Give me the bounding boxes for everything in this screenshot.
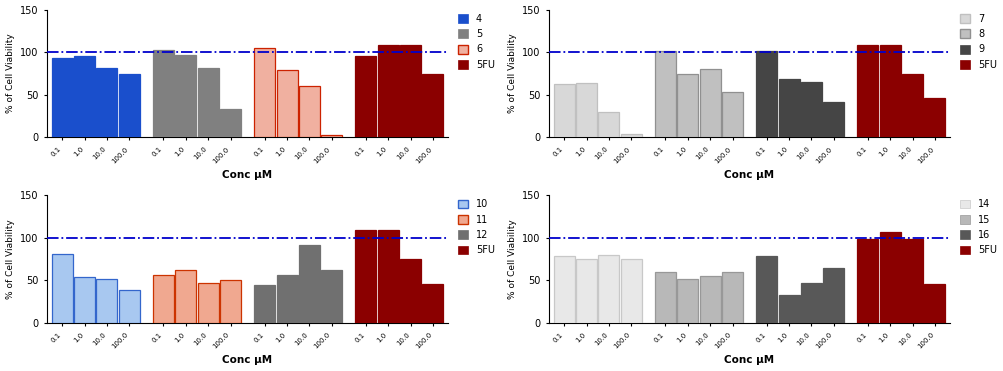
Bar xyxy=(422,73,443,138)
Bar xyxy=(254,285,275,323)
Bar xyxy=(654,272,675,323)
Bar xyxy=(598,255,619,323)
Bar xyxy=(901,239,922,323)
Bar xyxy=(399,45,420,138)
Bar xyxy=(924,98,945,138)
Bar xyxy=(118,73,139,138)
Bar xyxy=(152,50,174,138)
Y-axis label: % of Cell Viability: % of Cell Viability xyxy=(6,219,14,299)
Bar xyxy=(176,270,197,323)
X-axis label: Conc μM: Conc μM xyxy=(222,355,272,365)
Bar xyxy=(721,92,742,138)
Bar xyxy=(576,83,597,138)
Bar xyxy=(299,86,320,138)
Y-axis label: % of Cell Viability: % of Cell Viability xyxy=(508,219,516,299)
Bar xyxy=(176,55,197,138)
X-axis label: Conc μM: Conc μM xyxy=(723,170,773,180)
Bar xyxy=(52,254,72,323)
Bar xyxy=(254,48,275,138)
Bar xyxy=(901,73,922,138)
Bar xyxy=(777,295,798,323)
Bar xyxy=(321,270,342,323)
X-axis label: Conc μM: Conc μM xyxy=(723,355,773,365)
Bar xyxy=(857,239,878,323)
Bar xyxy=(654,51,675,138)
Bar xyxy=(355,56,376,138)
Bar xyxy=(377,45,398,138)
Bar xyxy=(276,70,297,138)
Bar xyxy=(355,230,376,323)
Bar xyxy=(822,267,844,323)
Legend: 14, 15, 16, 5FU: 14, 15, 16, 5FU xyxy=(958,197,998,257)
Bar xyxy=(52,58,72,138)
Bar xyxy=(800,82,821,138)
Y-axis label: % of Cell Viability: % of Cell Viability xyxy=(6,34,14,114)
Bar xyxy=(620,134,641,138)
Bar xyxy=(321,135,342,138)
Y-axis label: % of Cell Viability: % of Cell Viability xyxy=(508,34,516,114)
Legend: 10, 11, 12, 5FU: 10, 11, 12, 5FU xyxy=(456,197,496,257)
Bar xyxy=(198,68,219,138)
Bar xyxy=(74,277,95,323)
Bar xyxy=(422,284,443,323)
Bar xyxy=(554,84,574,138)
Bar xyxy=(879,232,900,323)
Bar xyxy=(699,69,720,138)
Bar xyxy=(721,272,742,323)
Bar xyxy=(857,45,878,138)
Bar xyxy=(924,284,945,323)
Bar xyxy=(598,112,619,138)
Bar xyxy=(74,56,95,138)
X-axis label: Conc μM: Conc μM xyxy=(222,170,272,180)
Bar xyxy=(96,279,117,323)
Bar xyxy=(276,275,297,323)
Bar xyxy=(879,45,900,138)
Bar xyxy=(152,275,174,323)
Bar xyxy=(620,259,641,323)
Legend: 4, 5, 6, 5FU: 4, 5, 6, 5FU xyxy=(456,12,496,72)
Bar xyxy=(755,256,776,323)
Bar xyxy=(677,73,698,138)
Bar xyxy=(822,102,844,138)
Bar xyxy=(118,290,139,323)
Bar xyxy=(220,280,241,323)
Bar xyxy=(576,259,597,323)
Bar xyxy=(699,276,720,323)
Bar xyxy=(96,68,117,138)
Bar xyxy=(220,109,241,138)
Bar xyxy=(677,279,698,323)
Bar xyxy=(554,256,574,323)
Bar xyxy=(755,51,776,138)
Bar xyxy=(777,79,798,138)
Bar xyxy=(198,283,219,323)
Bar xyxy=(299,245,320,323)
Bar xyxy=(399,259,420,323)
Bar xyxy=(800,283,821,323)
Bar xyxy=(377,230,398,323)
Legend: 7, 8, 9, 5FU: 7, 8, 9, 5FU xyxy=(958,12,998,72)
